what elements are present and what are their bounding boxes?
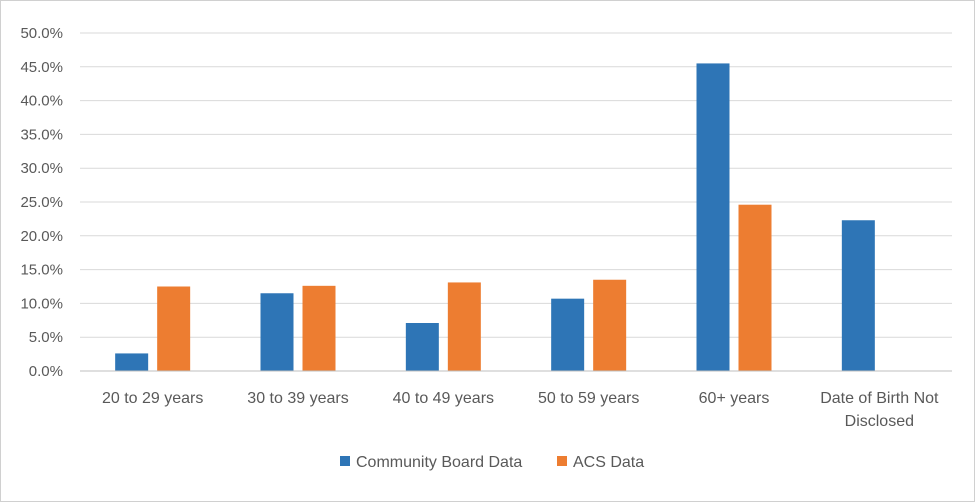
y-tick-label: 45.0% <box>20 59 63 76</box>
x-tick-label: Date of Birth Not Disclosed <box>820 390 939 430</box>
x-axis-labels: 20 to 29 years 30 to 39 years 40 to 49 yea… <box>102 390 939 430</box>
legend-swatch <box>557 456 567 466</box>
gridlines <box>80 32 952 338</box>
y-tick-label: 30.0% <box>20 160 63 177</box>
y-axis-ticks: 0.0% 5.0% 10.0% 15.0% 20.0% 25.0% 30.0% 35.0% 40… <box>20 25 63 380</box>
y-tick-label: 40.0% <box>20 93 63 110</box>
bar-acs <box>447 282 481 371</box>
x-tick-label: 60+ years <box>699 390 770 407</box>
y-tick-label: 35.0% <box>20 126 63 143</box>
bar-community-board <box>696 63 730 372</box>
y-tick-label: 50.0% <box>20 25 63 42</box>
bar-acs <box>593 279 627 371</box>
legend-label: ACS Data <box>573 454 644 471</box>
bar-acs <box>157 286 191 371</box>
bar-acs <box>738 204 772 371</box>
y-tick-label: 20.0% <box>20 228 63 245</box>
bar-community-board <box>405 323 439 371</box>
y-tick-label: 5.0% <box>29 329 63 346</box>
x-tick-label: 40 to 49 years <box>393 390 494 407</box>
y-tick-label: 15.0% <box>20 262 63 279</box>
legend: Community Board Data ACS Data <box>340 454 644 471</box>
legend-label: Community Board Data <box>356 454 522 471</box>
legend-swatch <box>340 456 350 466</box>
bar-acs <box>302 285 336 371</box>
bar-community-board <box>841 220 875 371</box>
y-tick-label: 25.0% <box>20 194 63 211</box>
y-tick-label: 10.0% <box>20 295 63 312</box>
x-tick-label: 50 to 59 years <box>538 390 639 407</box>
y-tick-label: 0.0% <box>29 363 63 380</box>
bar-community-board <box>551 298 585 371</box>
x-tick-label: 20 to 29 years <box>102 390 203 407</box>
bar-community-board <box>115 353 149 371</box>
bars <box>115 63 875 372</box>
bar-community-board <box>260 293 294 371</box>
x-tick-label: 30 to 39 years <box>247 390 348 407</box>
